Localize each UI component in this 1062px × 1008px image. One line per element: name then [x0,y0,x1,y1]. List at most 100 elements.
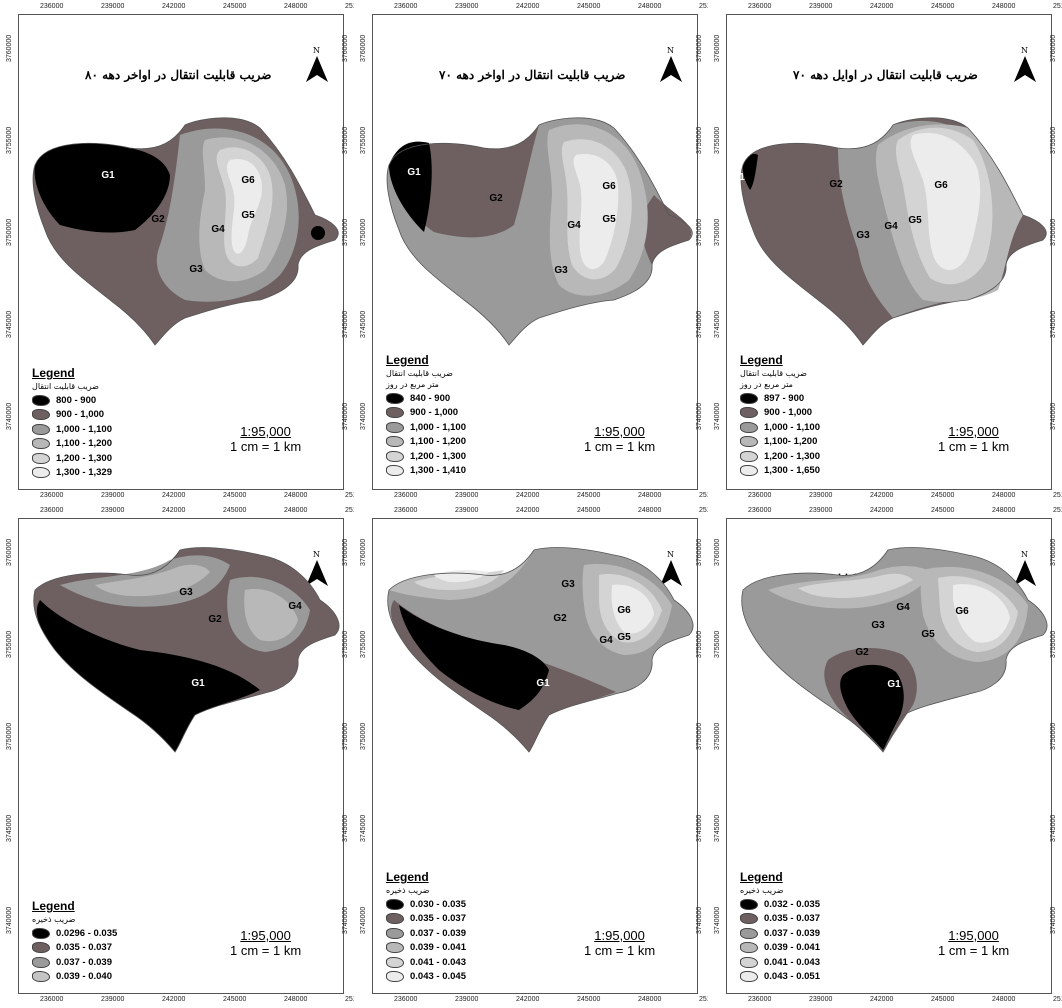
scale-block: 1:95,000 1 cm = 1 km [938,928,1009,958]
scale-block: 1:95,000 1 cm = 1 km [230,928,301,958]
map-legend: Legend ضریب قابلیت انتقال متر مربع در روز … [386,353,466,478]
map-panel: 236000 236000 239000 239000 242000 242000 2450… [354,504,722,1008]
x-tick-label: 239000 [101,996,125,1003]
legend-swatch [386,450,404,462]
legend-item-label: 0.041 - 0.043 [764,956,820,968]
x-tick-label: 242000 [870,492,894,499]
x-tick-label: 248000 [638,507,662,514]
x-tick-label: 242000 [162,3,186,10]
group-label: G3 [871,620,885,631]
legend-title: Legend [740,870,783,884]
x-tick-label: 248000 [638,3,662,10]
legend-item-label: 0.039 - 0.040 [56,971,112,983]
legend-swatch [32,971,50,983]
legend-item-label: 800 - 900 [56,394,97,406]
x-tick-label: 239000 [101,507,125,514]
legend-item: 1,100 - 1,200 [32,437,112,452]
north-arrow-shape [1014,56,1036,82]
x-tick-label: 245000 [577,492,601,499]
legend-swatch [32,927,50,939]
legend-subtitle: ضریب قابلیت انتقال [32,382,99,391]
north-label: N [313,46,320,55]
map-regions: G1 G2 G3 G4 G5 G6 [741,547,1048,753]
legend-title: Legend [386,353,429,367]
group-label: G6 [602,181,616,192]
group-label: G4 [599,635,613,646]
legend-item: 0.032 - 0.035 [740,897,820,912]
map-panel: 236000 236000 239000 239000 242000 242000 2450… [708,504,1062,1008]
legend-swatch [32,423,50,435]
x-tick-label: 242000 [516,492,540,499]
x-tick-label: 251000 [1053,492,1062,499]
group-label: G2 [489,193,503,204]
legend-title: Legend [32,899,75,913]
north-arrow-shape [660,560,682,586]
north-arrow-shape [306,560,328,586]
legend-item: 1,200 - 1,300 [740,449,820,464]
legend-item: 840 - 900 [386,391,466,406]
x-tick-label: 245000 [577,507,601,514]
legend-swatch [386,421,404,433]
x-tick-label: 248000 [992,507,1016,514]
x-tick-label: 251000 [1053,507,1062,514]
legend-item: 900 - 1,000 [32,408,112,423]
group-label: G1 [887,679,901,690]
legend-item-label: 1,100 - 1,200 [410,436,466,448]
legend-subtitle: ضریب ذخیره [32,915,76,924]
legend-item-label: 1,000 - 1,100 [56,423,112,435]
x-tick-label: 245000 [577,3,601,10]
legend-item: 1,300 - 1,650 [740,464,820,479]
x-tick-label: 236000 [748,492,772,499]
x-tick-label: 248000 [284,996,308,1003]
legend-swatch [386,407,404,419]
legend-item-label: 0.037 - 0.039 [56,956,112,968]
map-legend: Legend ضریب ذخیره 0.030 - 0.035 0.035 - 0… [386,870,466,984]
legend-item: 1,200 - 1,300 [32,451,112,466]
legend-item-label: 0.032 - 0.035 [764,898,820,910]
x-tick-label: 248000 [638,996,662,1003]
legend-swatch [386,971,404,983]
scale-ratio: 1:95,000 [240,928,291,943]
x-tick-label: 239000 [809,3,833,10]
legend-swatch [386,942,404,954]
legend-item-label: 1,300 - 1,329 [56,467,112,479]
legend-swatch [740,421,758,433]
group-label: G4 [896,602,910,613]
legend-item: 0.035 - 0.037 [386,912,466,927]
map-title: ضریب قابلیت انتقال در اواخر دهه ۷۰ [439,68,626,82]
legend-swatch [386,898,404,910]
north-arrow-shape [660,56,682,82]
legend-subtitle: متر مربع در روز [386,380,439,389]
legend-swatch [740,971,758,983]
x-tick-label: 239000 [455,3,479,10]
legend-item-label: 897 - 900 [764,392,805,404]
legend-item: 0.043 - 0.045 [386,970,466,985]
x-tick-label: 242000 [516,507,540,514]
legend-item: 0.037 - 0.039 [740,926,820,941]
legend-swatch [386,465,404,477]
x-tick-label: 236000 [40,996,64,1003]
x-tick-label: 251000 [1053,996,1062,1003]
map-legend: Legend ضریب قابلیت انتقال متر مربع در روز … [740,353,820,478]
north-label: N [667,550,674,559]
legend-swatch [740,450,758,462]
scale-ratio: 1:95,000 [240,424,291,439]
north-arrow-icon: N [1012,550,1038,588]
legend-item-label: 1,300 - 1,650 [764,465,820,477]
scale-text: 1 cm = 1 km [584,439,656,454]
map-title: ضریب قابلیت انتقال در اواخر دهه ۸۰ [85,68,272,82]
x-tick-label: 248000 [284,507,308,514]
north-arrow-shape [1014,560,1036,586]
legend-item-label: 0.043 - 0.051 [764,971,820,983]
legend-item-label: 1,000 - 1,100 [764,421,820,433]
scale-ratio: 1:95,000 [948,928,999,943]
scale-ratio: 1:95,000 [594,424,645,439]
legend-item-label: 1,200 - 1,300 [56,452,112,464]
group-label: G2 [829,179,843,190]
legend-subtitle: متر مربع در روز [740,380,793,389]
legend-item: 800 - 900 [32,393,112,408]
group-label: G1 [101,170,115,181]
x-tick-label: 239000 [101,3,125,10]
x-tick-label: 236000 [748,507,772,514]
legend-item: 1,000 - 1,100 [32,422,112,437]
